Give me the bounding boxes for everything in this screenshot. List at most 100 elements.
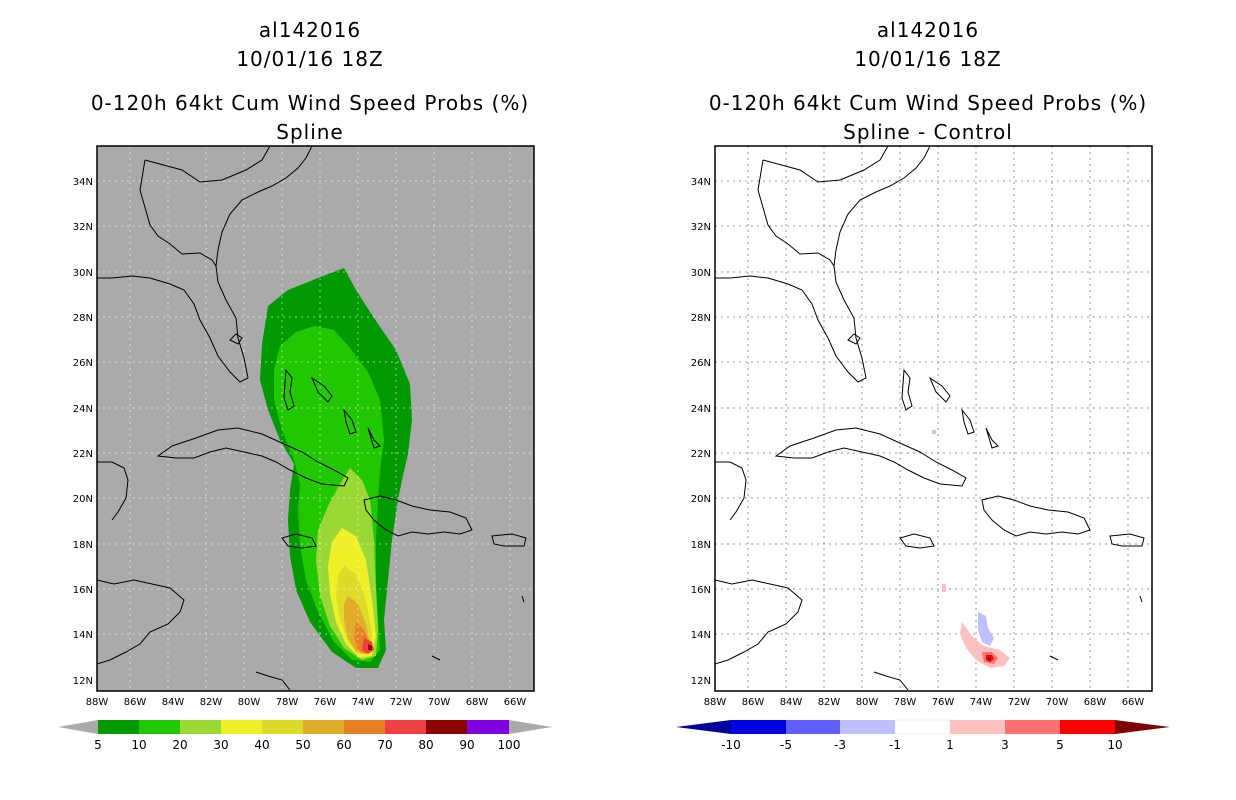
lat-label: 18N [73,540,93,551]
lat-label: 28N [73,313,93,324]
diff-positive-1to3 [960,622,1010,668]
colorbar-swatch [303,720,344,734]
diff-small-positive [942,584,946,592]
lat-label: 26N [73,358,93,369]
lon-label: 68W [1084,697,1107,708]
lon-label: 78W [894,697,917,708]
colorbar-label: -5 [780,738,792,752]
colorbar-swatch [731,720,786,734]
colorbar-label: 60 [336,738,351,752]
right-map-frame [714,145,1153,692]
lat-label: 18N [691,540,711,551]
lon-label: 88W [704,697,727,708]
colorbar-swatch [385,720,426,734]
lat-label: 12N [73,676,93,687]
right-lat-labels: 34N 32N 30N 28N 26N 24N 22N 20N 18N 16N … [691,177,711,687]
colorbar-label: 90 [459,738,474,752]
lon-label: 70W [1046,697,1069,708]
colorbar-label: 30 [213,738,228,752]
colorbar-label: 5 [1056,738,1064,752]
lon-label: 72W [390,697,413,708]
lon-label: 76W [932,697,955,708]
lon-label: 66W [1122,697,1145,708]
colorbar-swatch [1005,720,1060,734]
lon-label: 80W [856,697,879,708]
left-datetime: 10/01/16 18Z [236,47,384,71]
lat-label: 12N [691,676,711,687]
lat-label: 22N [691,449,711,460]
colorbar-swatch [467,720,509,734]
lon-label: 80W [238,697,261,708]
colorbar-swatch [894,719,951,735]
colorbar-label: -3 [834,738,846,752]
lon-label: 68W [466,697,489,708]
colorbar-swatch [262,720,303,734]
colorbar-label: 5 [94,738,102,752]
colorbar-label: 50 [295,738,310,752]
lon-label: 70W [428,697,451,708]
left-probability-contours [260,268,412,668]
lat-label: 14N [691,630,711,641]
colorbar-swatch [1060,720,1115,734]
lon-label: 78W [276,697,299,708]
diff-small-negative [932,430,936,434]
lat-label: 20N [691,494,711,505]
colorbar-over-arrow [1115,720,1170,734]
colorbar-label: -1 [889,738,901,752]
left-lat-labels: 34N 32N 30N 28N 26N 24N 22N 20N 18N 16N … [73,177,93,687]
lat-label: 34N [73,177,93,188]
lat-label: 24N [73,404,93,415]
lon-label: 84W [162,697,185,708]
colorbar-swatch [950,720,1005,734]
colorbar-label: -10 [721,738,741,752]
lat-label: 16N [73,585,93,596]
right-colorbar: -10 -5 -3 -1 1 3 5 10 [676,719,1170,752]
left-colorbar: 5 10 20 30 40 50 60 70 80 90 100 [58,720,552,752]
lon-label: 88W [86,697,109,708]
colorbar-swatch [139,720,180,734]
left-lon-labels: 88W 86W 84W 82W 80W 78W 76W 74W 72W 70W … [86,697,527,708]
right-product-title: 0-120h 64kt Cum Wind Speed Probs (%) [708,91,1148,115]
colorbar-swatch [426,720,467,734]
colorbar-swatch [221,720,262,734]
lat-label: 20N [73,494,93,505]
colorbar-label: 3 [1001,738,1009,752]
lon-label: 86W [742,697,765,708]
colorbar-label: 20 [172,738,187,752]
lat-label: 30N [691,268,711,279]
colorbar-swatch [786,720,840,734]
left-map: 34N 32N 30N 28N 26N 24N 22N 20N 18N 16N … [58,145,552,752]
colorbar-label: 10 [131,738,146,752]
colorbar-label: 40 [254,738,269,752]
colorbar-label: 100 [498,738,521,752]
right-datetime: 10/01/16 18Z [854,47,1002,71]
diff-positive-10plus [988,657,991,660]
colorbar-label: 10 [1107,738,1122,752]
lat-label: 22N [73,449,93,460]
lat-label: 16N [691,585,711,596]
colorbar-swatch [344,720,385,734]
lon-label: 86W [124,697,147,708]
lat-label: 14N [73,630,93,641]
left-storm-id: al142016 [258,18,362,42]
lon-label: 66W [504,697,527,708]
colorbar-swatch [98,720,139,734]
lon-label: 72W [1008,697,1031,708]
right-difference-contours [932,430,1010,668]
lat-label: 32N [691,222,711,233]
lat-label: 28N [691,313,711,324]
left-product-title: 0-120h 64kt Cum Wind Speed Probs (%) [90,91,530,115]
colorbar-swatch [840,720,895,734]
colorbar-label: 1 [946,738,954,752]
left-map-frame [96,145,535,692]
lon-label: 82W [200,697,223,708]
left-subtitle: Spline [276,120,344,144]
right-storm-id: al142016 [876,18,980,42]
lon-label: 76W [314,697,337,708]
right-map: 34N 32N 30N 28N 26N 24N 22N 20N 18N 16N … [676,145,1170,752]
lon-label: 84W [780,697,803,708]
right-map-background [715,146,1152,691]
colorbar-label: 80 [418,738,433,752]
lat-label: 30N [73,268,93,279]
